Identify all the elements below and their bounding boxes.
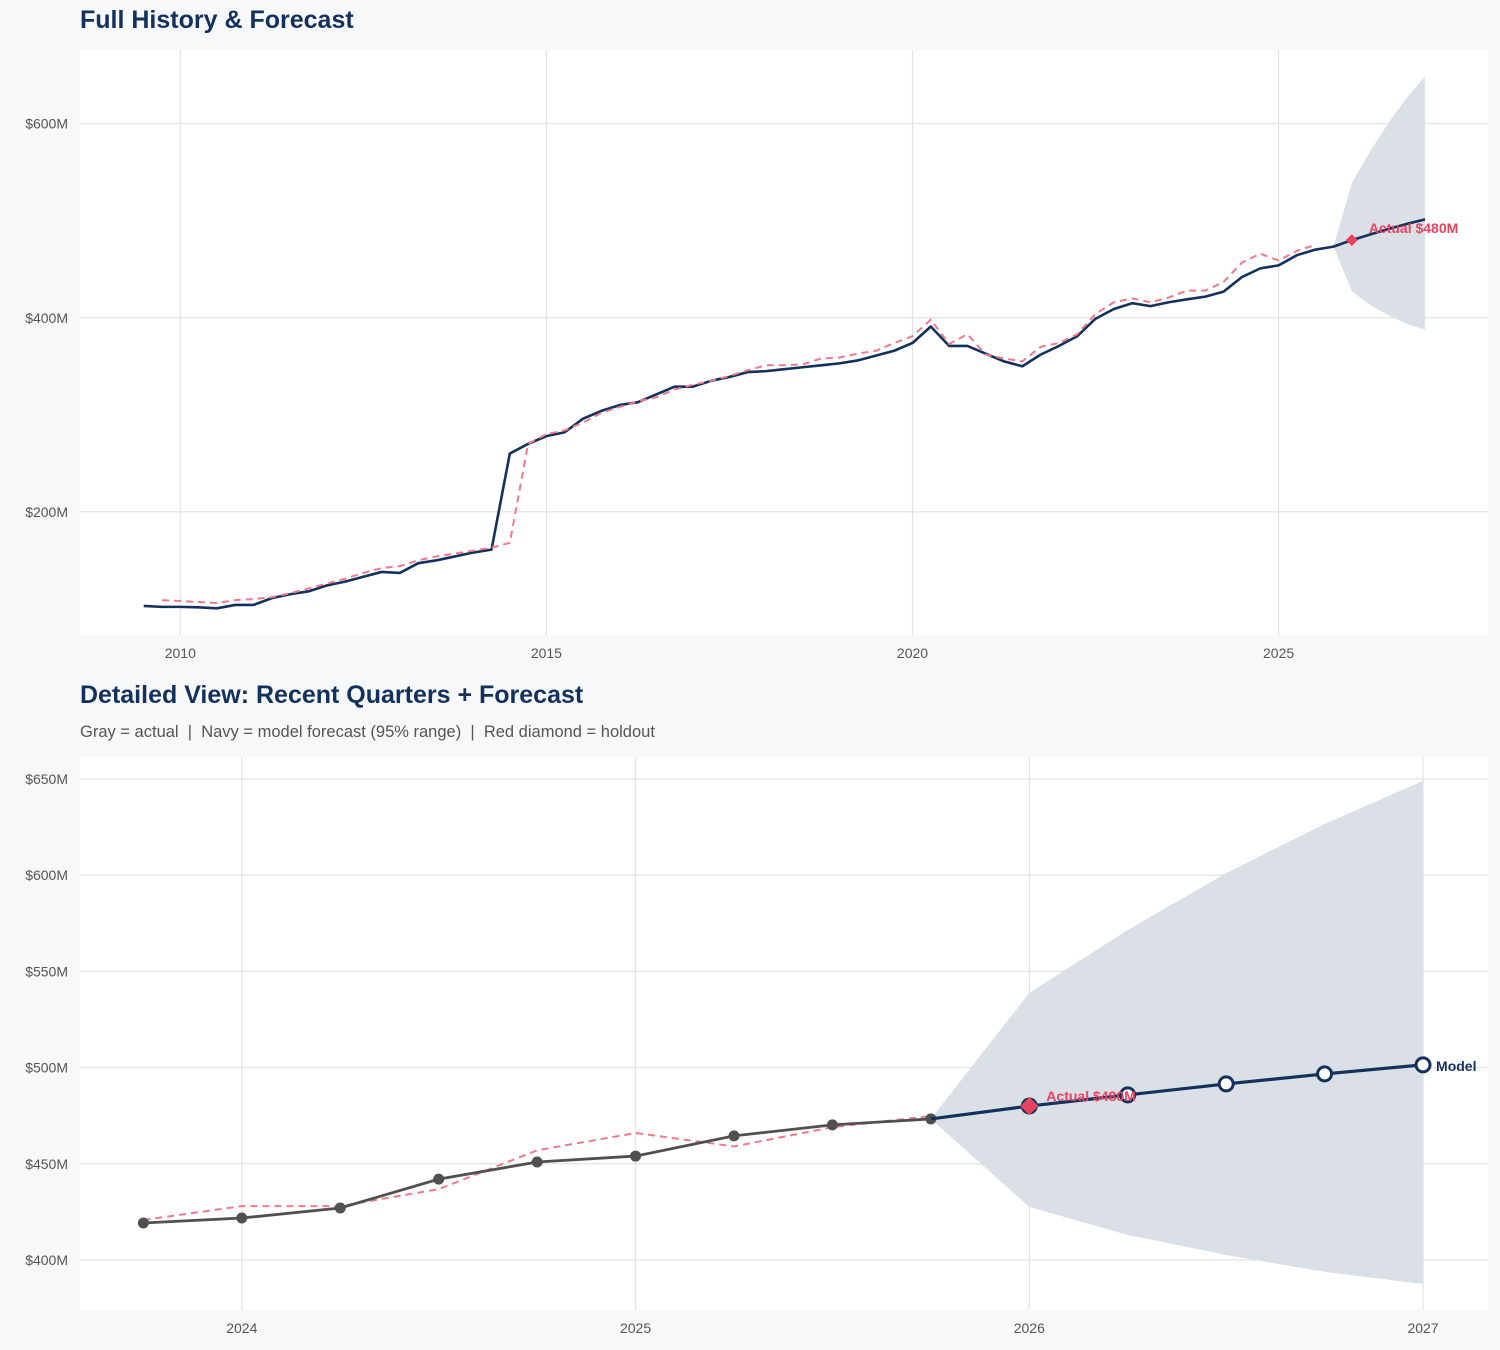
y-tick-label: $400M (25, 310, 68, 326)
bottom-chart-title: Detailed View: Recent Quarters + Forecas… (80, 681, 584, 709)
holdout-label: Actual $480M (1369, 220, 1458, 236)
x-tick-label: 2025 (1263, 645, 1294, 661)
forecast-line (930, 1063, 1424, 1121)
y-tick-label: $400M (25, 1252, 68, 1268)
y-tick-label: $650M (25, 771, 68, 787)
fitted-dashed-line (143, 1115, 931, 1221)
actual-point (531, 1156, 543, 1168)
x-tick-label: 2020 (897, 645, 928, 661)
y-tick-label: $600M (25, 867, 68, 883)
x-tick-label: 2024 (226, 1320, 257, 1336)
actual-point (334, 1202, 346, 1214)
x-tick-label: 2025 (620, 1320, 651, 1336)
holdout-diamond (1345, 234, 1358, 247)
actual-point (236, 1212, 248, 1224)
holdout-label: Actual $480M (1046, 1088, 1135, 1104)
forecast-point (1217, 1075, 1235, 1093)
x-tick-label: 2027 (1407, 1320, 1438, 1336)
history-forecast-line (143, 218, 1426, 610)
top-chart-title: Full History & Forecast (80, 6, 354, 34)
y-tick-label: $450M (25, 1156, 68, 1172)
actual-point (630, 1150, 642, 1162)
bottom-chart-subtitle: Gray = actual | Navy = model forecast (9… (80, 723, 655, 741)
x-tick-label: 2015 (531, 645, 562, 661)
forecast-95-band (1333, 76, 1426, 330)
holdout-diamond (1020, 1097, 1039, 1116)
actual-point (137, 1217, 149, 1229)
actual-point (433, 1173, 445, 1185)
full-history-chart: $200M $400M $600M 2010 2015 2020 2025 Actual $4… (25, 50, 1488, 661)
actual-point (728, 1130, 740, 1142)
plot-area (80, 50, 1488, 635)
fitted-dashed-line (161, 244, 1316, 604)
x-tick-label: 2026 (1014, 1320, 1045, 1336)
model-label: Model (1436, 1058, 1476, 1074)
forecast-point (1414, 1056, 1432, 1074)
y-tick-label: $200M (25, 504, 68, 520)
right-margin (1488, 757, 1500, 1310)
x-tick-label: 2010 (165, 645, 196, 661)
forecast-point (1119, 1086, 1137, 1104)
y-tick-label: $550M (25, 963, 68, 979)
forecast-95-band (930, 780, 1424, 1285)
y-tick-label: $500M (25, 1060, 68, 1076)
y-tick-label: $600M (25, 116, 68, 132)
forecast-point (1316, 1065, 1334, 1083)
actual-point (826, 1119, 838, 1131)
